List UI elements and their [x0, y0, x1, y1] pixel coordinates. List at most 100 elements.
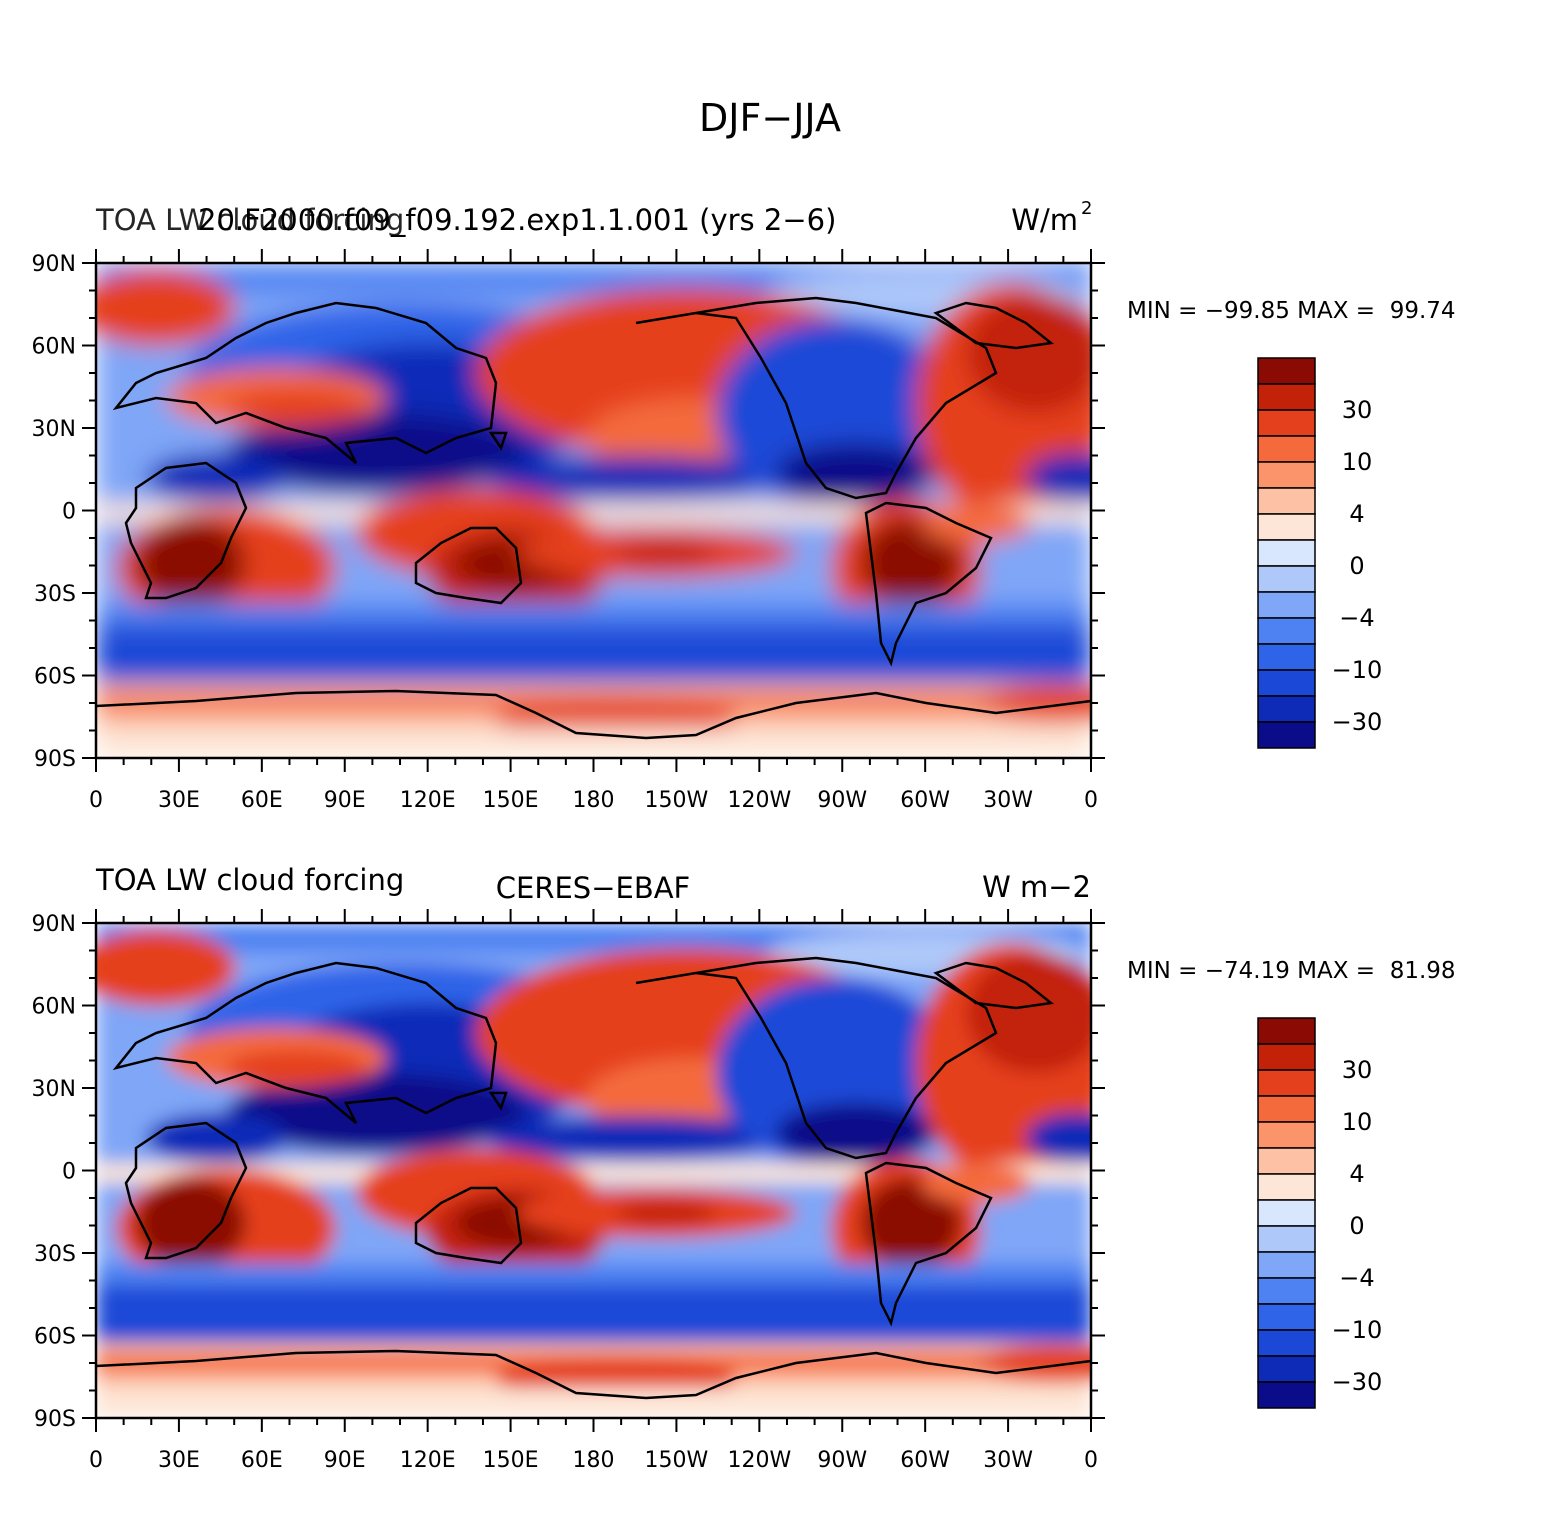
panel-obs-y-labels: 90N 60N 30N 0 30S 60S 90S [32, 912, 76, 1432]
x-axis-label: 0 [1084, 788, 1098, 813]
x-axis-label: 120W [727, 788, 791, 813]
colorbar-box [1257, 591, 1316, 619]
colorbar-label: −4 [1339, 604, 1374, 632]
colorbar-label: 4 [1349, 500, 1364, 528]
panel-model-y-labels: 90N 60N 30N 0 30S 60S 90S [32, 252, 76, 772]
y-axis-label: 60N [32, 335, 76, 360]
panel-obs-coastlines [96, 956, 1091, 1400]
x-axis-label: 120E [400, 788, 456, 813]
panel-model-units: W/m [1011, 203, 1078, 237]
colorbar-label: −4 [1339, 1264, 1374, 1292]
x-axis-label: 0 [1084, 1448, 1098, 1473]
colorbar-box [1257, 1381, 1316, 1409]
x-axis-label: 30W [983, 788, 1033, 813]
colorbar-box [1257, 1329, 1316, 1357]
y-axis-label: 30N [32, 417, 76, 442]
y-axis-label: 90N [32, 912, 76, 937]
panel-obs-center-title: CERES−EBAF [496, 871, 691, 905]
colorbar-box [1257, 461, 1316, 489]
colorbar-box [1257, 435, 1316, 463]
y-axis-label: 0 [62, 1160, 76, 1185]
panel-obs-stats: MIN = −74.19 MAX = 81.98 [1127, 958, 1456, 984]
colorbar-box [1257, 513, 1316, 541]
panel-model: TOA LW cloud forcing 20.F2000.f09_f09.19… [32, 198, 1456, 813]
colorbar-box [1257, 487, 1316, 515]
x-axis-label: 150W [645, 788, 709, 813]
x-axis-label: 90E [324, 788, 366, 813]
y-axis-label: 90S [34, 747, 76, 772]
x-axis-label: 120E [400, 1448, 456, 1473]
colorbar-box [1257, 1043, 1316, 1071]
panel-model-x-labels: 0 30E 60E 90E 120E 150E 180 150W 120W 90W 60W 30W 0 [89, 788, 1098, 813]
colorbar-box [1257, 1277, 1316, 1305]
panel-obs-x-labels: 0 30E 60E 90E 120E 150E 180 150W 120W 90W 60W 30W 0 [89, 1448, 1098, 1473]
colorbar-box [1257, 695, 1316, 723]
colorbar-box [1257, 565, 1316, 593]
x-axis-label: 90W [817, 1448, 867, 1473]
colorbar-box [1257, 1355, 1316, 1383]
colorbar-box [1257, 1303, 1316, 1331]
x-axis-label: 180 [573, 788, 615, 813]
colorbar-label: −30 [1332, 708, 1383, 736]
x-axis-label: 150E [483, 788, 539, 813]
x-axis-label: 60E [241, 1448, 283, 1473]
panel-model-ticks [82, 249, 1105, 772]
colorbar-box [1257, 383, 1316, 411]
panel-model-units-text: W/m [1011, 203, 1078, 237]
colorbar-box [1257, 617, 1316, 645]
panel-obs-ticks [82, 909, 1105, 1432]
panel-model-overlay-title: 20.F2000.f09_f09.192.exp1.1.001 (yrs 2−6… [198, 203, 836, 237]
colorbar-label: 30 [1342, 396, 1373, 424]
colorbar-label: 0 [1349, 552, 1364, 580]
panel-obs: TOA LW cloud forcing CERES−EBAF W m−2 90… [32, 863, 1456, 1473]
colorbar-label: −10 [1332, 1316, 1383, 1344]
x-axis-label: 60W [900, 1448, 950, 1473]
y-axis-label: 90S [34, 1407, 76, 1432]
panel-obs-left-title: TOA LW cloud forcing [95, 863, 404, 897]
colorbar-label: 10 [1342, 448, 1373, 476]
colorbar-box [1257, 1069, 1316, 1097]
colorbar-box [1257, 1095, 1316, 1123]
colorbar-label: 0 [1349, 1212, 1364, 1240]
colorbar-label: 10 [1342, 1108, 1373, 1136]
panel-model-coastlines [96, 296, 1091, 740]
colorbar-label: 30 [1342, 1056, 1373, 1084]
x-axis-label: 180 [573, 1448, 615, 1473]
colorbar-box [1257, 1017, 1316, 1045]
panel-model-stats: MIN = −99.85 MAX = 99.74 [1127, 298, 1456, 324]
x-axis-label: 150W [645, 1448, 709, 1473]
x-axis-label: 0 [89, 1448, 103, 1473]
colorbar-box [1257, 721, 1316, 749]
y-axis-label: 60S [34, 1325, 76, 1350]
x-axis-label: 30E [158, 1448, 200, 1473]
panel-model-header: TOA LW cloud forcing 20.F2000.f09_f09.19… [95, 198, 1092, 237]
x-axis-label: 90E [324, 1448, 366, 1473]
figure-title: DJF−JJA [699, 96, 841, 140]
y-axis-label: 90N [32, 252, 76, 277]
panel-model-map [96, 263, 1091, 758]
panel-model-colorbar: 30 10 4 0 −4 −10 −30 [1257, 357, 1383, 749]
panel-obs-map [96, 923, 1091, 1418]
colorbar-box [1257, 1225, 1316, 1253]
panel-model-units-sup: 2 [1081, 198, 1092, 219]
colorbar-box [1257, 1121, 1316, 1149]
y-axis-label: 30N [32, 1077, 76, 1102]
colorbar-box [1257, 1199, 1316, 1227]
panel-model-left-title: TOA LW cloud forcing [95, 203, 404, 237]
colorbar-box [1257, 1173, 1316, 1201]
x-axis-label: 60W [900, 788, 950, 813]
x-axis-label: 30E [158, 788, 200, 813]
panel-obs-colorbar: 30 10 4 0 −4 −10 −30 [1257, 1017, 1383, 1409]
colorbar-label: −30 [1332, 1368, 1383, 1396]
colorbar-box [1257, 539, 1316, 567]
panel-obs-header: TOA LW cloud forcing CERES−EBAF W m−2 [95, 863, 1091, 905]
colorbar-box [1257, 357, 1316, 385]
y-axis-label: 30S [34, 582, 76, 607]
x-axis-label: 0 [89, 788, 103, 813]
y-axis-label: 30S [34, 1242, 76, 1267]
y-axis-label: 0 [62, 500, 76, 525]
x-axis-label: 120W [727, 1448, 791, 1473]
x-axis-label: 60E [241, 788, 283, 813]
x-axis-label: 90W [817, 788, 867, 813]
